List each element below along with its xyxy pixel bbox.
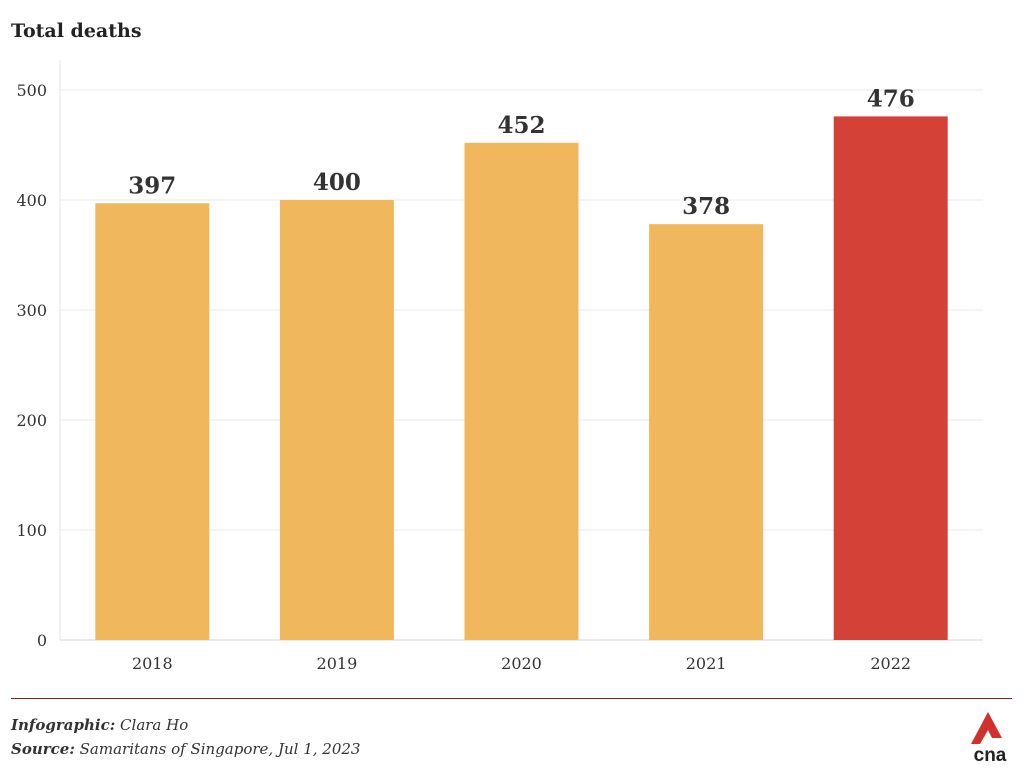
y-tick-label: 500 xyxy=(16,81,47,100)
bar xyxy=(833,116,948,640)
x-tick-label: 2019 xyxy=(317,654,358,673)
footer-divider xyxy=(11,698,1012,699)
bar xyxy=(649,224,764,640)
y-axis-ticks: 0 100 200 300 400 500 xyxy=(16,81,47,650)
x-axis-ticks: 2018 2019 2020 2021 2022 xyxy=(132,654,911,673)
logo-text: cna xyxy=(974,745,1007,764)
bar xyxy=(279,200,394,640)
bars xyxy=(95,116,948,641)
infographic-author: Clara Ho xyxy=(120,716,189,734)
x-tick-label: 2022 xyxy=(870,654,911,673)
chart-title: Total deaths xyxy=(11,20,142,42)
data-label: 397 xyxy=(128,172,176,199)
bar xyxy=(95,203,210,641)
data-labels: 397 400 452 378 476 xyxy=(128,85,914,220)
cna-logo-icon: cna xyxy=(971,712,1007,764)
source-text: Samaritans of Singapore, Jul 1, 2023 xyxy=(79,740,361,758)
data-label: 452 xyxy=(497,112,545,139)
x-tick-label: 2018 xyxy=(132,654,173,673)
y-tick-label: 200 xyxy=(16,411,47,430)
y-tick-label: 400 xyxy=(16,191,47,210)
x-tick-label: 2020 xyxy=(501,654,542,673)
data-label: 378 xyxy=(682,193,730,220)
infographic-credit: Infographic: Clara Ho xyxy=(11,716,188,734)
x-tick-label: 2021 xyxy=(686,654,727,673)
y-tick-label: 0 xyxy=(37,631,47,650)
source-credit: Source: Samaritans of Singapore, Jul 1, … xyxy=(11,740,360,758)
y-tick-label: 100 xyxy=(16,521,47,540)
y-tick-label: 300 xyxy=(16,301,47,320)
data-label: 400 xyxy=(313,169,361,196)
data-label: 476 xyxy=(867,85,915,112)
source-label: Source: xyxy=(11,740,75,758)
bar xyxy=(464,142,579,641)
infographic-label: Infographic: xyxy=(11,716,116,734)
